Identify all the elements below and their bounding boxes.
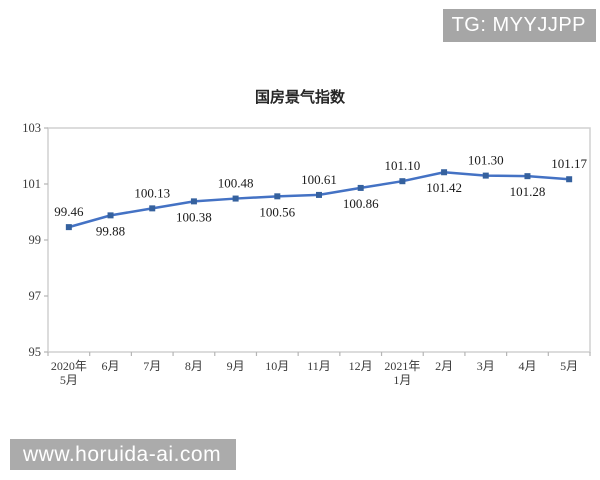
y-axis-tick-label: 101 [22, 177, 41, 191]
plot-area-border [47, 127, 591, 353]
x-axis-category-label: 6月 [102, 359, 120, 373]
data-point-marker [107, 212, 114, 219]
x-axis-category-label: 4月 [518, 359, 536, 373]
data-point-marker [190, 198, 197, 205]
data-point-marker [399, 178, 406, 185]
x-axis-category-label: 8月 [185, 359, 203, 373]
y-axis-tick-label: 99 [29, 233, 42, 247]
data-point-label: 100.48 [218, 176, 254, 191]
data-point-marker [357, 184, 364, 191]
data-point-label: 101.10 [385, 158, 421, 173]
x-axis-category-label: 2021年 1月 [384, 359, 420, 387]
data-point-marker [566, 176, 573, 183]
watermark-website-badge: www.horuida-ai.com [10, 439, 237, 470]
y-axis-tick-label: 97 [29, 289, 42, 303]
data-point-label: 100.13 [134, 185, 170, 200]
data-point-marker [232, 195, 239, 202]
watermark-telegram-badge: TG: MYYJJPP [442, 9, 596, 42]
x-axis-category-label: 10月 [265, 359, 289, 373]
data-point-label: 99.88 [96, 223, 125, 238]
data-point-label: 101.28 [510, 184, 546, 199]
data-point-label: 101.42 [426, 180, 462, 195]
y-axis-tick-label: 95 [29, 345, 42, 359]
data-point-marker [65, 224, 72, 231]
x-axis-category-label: 2月 [435, 359, 453, 373]
chart-title: 国房景气指数 [254, 89, 345, 106]
data-point-marker [482, 172, 489, 179]
data-point-label: 101.17 [551, 156, 587, 171]
data-point-marker [274, 193, 281, 200]
y-axis-tick-label: 103 [22, 121, 41, 135]
x-axis-category-label: 2020年 5月 [51, 359, 87, 387]
x-axis-category-label: 5月 [560, 359, 578, 373]
data-point-label: 100.86 [343, 196, 379, 211]
data-point-marker [149, 205, 156, 212]
x-axis-category-label: 3月 [477, 359, 495, 373]
data-point-label: 100.56 [259, 204, 295, 219]
data-point-marker [441, 169, 448, 176]
data-point-label: 101.30 [468, 153, 504, 168]
x-axis-category-label: 9月 [227, 359, 245, 373]
data-point-label: 99.46 [54, 204, 84, 219]
data-point-label: 100.61 [301, 172, 337, 187]
x-axis-category-label: 7月 [143, 359, 161, 373]
data-point-marker [316, 191, 322, 198]
x-axis-category-label: 11月 [307, 359, 331, 373]
data-point-label: 100.38 [176, 209, 212, 224]
data-point-marker [524, 173, 531, 180]
x-axis-category-label: 12月 [349, 359, 373, 373]
